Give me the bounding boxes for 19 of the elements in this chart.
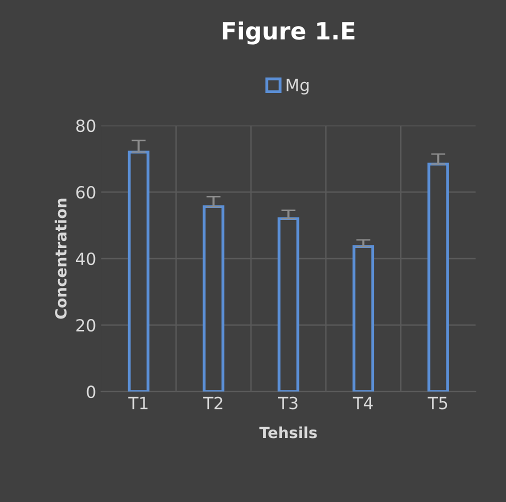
x-tick-label: T1: [128, 396, 148, 410]
legend-label: Mg: [286, 78, 309, 95]
y-tick-label: 60: [76, 186, 96, 199]
y-tick-label: 80: [76, 119, 96, 132]
chart-title: Figure 1.E: [222, 21, 354, 44]
x-tick-label: T4: [352, 396, 373, 410]
y-tick-label: 40: [76, 252, 96, 266]
bar: [278, 217, 300, 392]
bar: [202, 205, 224, 392]
x-tick-label: T5: [428, 396, 448, 410]
x-axis-title: Tehsils: [259, 426, 317, 438]
y-axis-title: Concentration: [54, 198, 67, 319]
x-tick-label: T3: [278, 396, 298, 410]
bar: [352, 245, 374, 392]
bar: [128, 150, 150, 392]
y-tick-label: 0: [86, 386, 96, 398]
x-tick-label: T2: [203, 396, 222, 410]
bar: [427, 162, 449, 392]
y-tick-label: 20: [76, 319, 96, 332]
